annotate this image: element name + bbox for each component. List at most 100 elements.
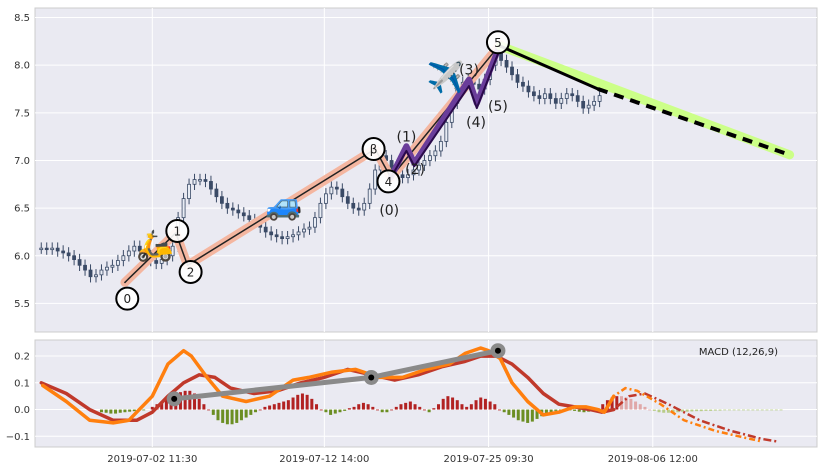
- histogram-bar: [432, 408, 436, 410]
- histogram-bar: [329, 409, 333, 415]
- histogram-bar: [521, 409, 525, 422]
- histogram-bar: [666, 409, 670, 413]
- histogram-bar: [704, 409, 708, 411]
- candle: [263, 226, 268, 233]
- histogram-bar: [263, 406, 267, 410]
- candle: [542, 93, 547, 99]
- histogram-bar: [577, 409, 581, 412]
- price-panel: 5.56.06.57.07.58.08.5🛵🚙✈️012β45(0)(1)(2)…: [14, 7, 818, 333]
- histogram-bar: [737, 409, 741, 411]
- subwave-label: (2): [405, 162, 425, 178]
- histogram-bar: [582, 409, 586, 413]
- histogram-bar: [268, 405, 272, 410]
- candle: [318, 202, 323, 219]
- histogram-bar: [488, 401, 492, 410]
- histogram-bar: [310, 398, 314, 410]
- candle: [247, 215, 252, 220]
- histogram-bar: [315, 404, 319, 410]
- histogram-bar: [652, 409, 656, 411]
- candle: [219, 196, 224, 204]
- candle: [121, 255, 126, 261]
- car-icon: 🚙: [265, 187, 302, 222]
- histogram-bar: [109, 409, 113, 414]
- subwave-label: (0): [379, 203, 399, 219]
- subwave-label: (1): [397, 129, 417, 145]
- histogram-bar: [493, 404, 497, 410]
- candle: [137, 245, 142, 252]
- price-y-tick-label: 6.5: [14, 204, 30, 215]
- histogram-bar: [741, 409, 745, 411]
- histogram-bar: [554, 409, 558, 411]
- candle: [181, 198, 186, 219]
- candle: [159, 259, 164, 264]
- histogram-bar: [366, 404, 370, 410]
- candle: [313, 217, 317, 228]
- candle: [39, 247, 44, 251]
- candle: [225, 202, 230, 209]
- histogram-bar: [338, 409, 342, 413]
- candle: [88, 269, 93, 278]
- macd-series-projection: [601, 392, 779, 443]
- histogram-bar: [610, 397, 614, 410]
- histogram-bar: [727, 409, 731, 411]
- candle: [187, 183, 191, 199]
- histogram-bar: [451, 397, 455, 410]
- candle: [444, 121, 449, 142]
- candle: [548, 93, 553, 99]
- histogram-bar: [629, 398, 633, 410]
- candle: [72, 255, 76, 260]
- x-tick-label: 2019-08-06 12:00: [608, 454, 698, 465]
- histogram-bar: [507, 409, 511, 415]
- histogram-bar: [123, 409, 127, 413]
- histogram-bar: [221, 409, 225, 423]
- histogram-bar: [549, 409, 553, 413]
- histogram-bar: [333, 409, 337, 414]
- histogram-bar: [282, 401, 286, 410]
- histogram-bar: [413, 404, 417, 410]
- price-y-tick-label: 6.0: [14, 251, 30, 262]
- candle: [504, 60, 509, 68]
- candle: [132, 245, 137, 252]
- x-tick-label: 2019-07-25 09:30: [443, 454, 533, 465]
- histogram-bar: [498, 409, 502, 411]
- histogram-bar: [469, 404, 473, 410]
- histogram-bar: [272, 404, 276, 410]
- histogram-bar: [516, 409, 520, 421]
- histogram-bar: [142, 409, 146, 411]
- histogram-bar: [422, 409, 426, 411]
- histogram-bar: [723, 409, 727, 411]
- candle: [99, 269, 104, 276]
- candle: [77, 259, 82, 266]
- candle: [340, 188, 345, 198]
- candle: [438, 141, 443, 152]
- histogram-bar: [188, 390, 192, 410]
- subwave-label: (4): [466, 115, 486, 131]
- histogram-bar: [202, 404, 206, 410]
- histogram-bar: [254, 409, 258, 413]
- histogram-bar: [526, 409, 530, 423]
- airplane-icon: ✈️: [427, 59, 464, 96]
- price-y-tick-label: 8.0: [14, 61, 30, 72]
- candle: [241, 212, 246, 217]
- trend-solid-line: [498, 44, 600, 91]
- histogram-bar: [118, 409, 122, 413]
- candle: [324, 193, 328, 204]
- wave-point-label: 0: [123, 292, 131, 306]
- histogram-bar: [751, 409, 755, 411]
- indicator-y-tick-label: 0.1: [14, 378, 30, 389]
- wave-point-marker: [361, 137, 386, 162]
- wave-point-label: 5: [494, 36, 502, 50]
- histogram-bar: [544, 409, 548, 414]
- wave-point-marker: [178, 259, 203, 284]
- histogram-bar: [709, 409, 713, 411]
- candle: [400, 174, 405, 179]
- candle: [170, 245, 175, 257]
- candle: [575, 95, 580, 102]
- divergence-marker-dot: [494, 347, 501, 354]
- histogram-bar: [483, 398, 487, 410]
- candle: [274, 234, 279, 238]
- histogram-bar: [427, 409, 431, 413]
- wave-point-label: 1: [174, 224, 182, 238]
- wave-point-marker: [485, 30, 510, 55]
- price-y-tick-label: 7.5: [14, 108, 30, 119]
